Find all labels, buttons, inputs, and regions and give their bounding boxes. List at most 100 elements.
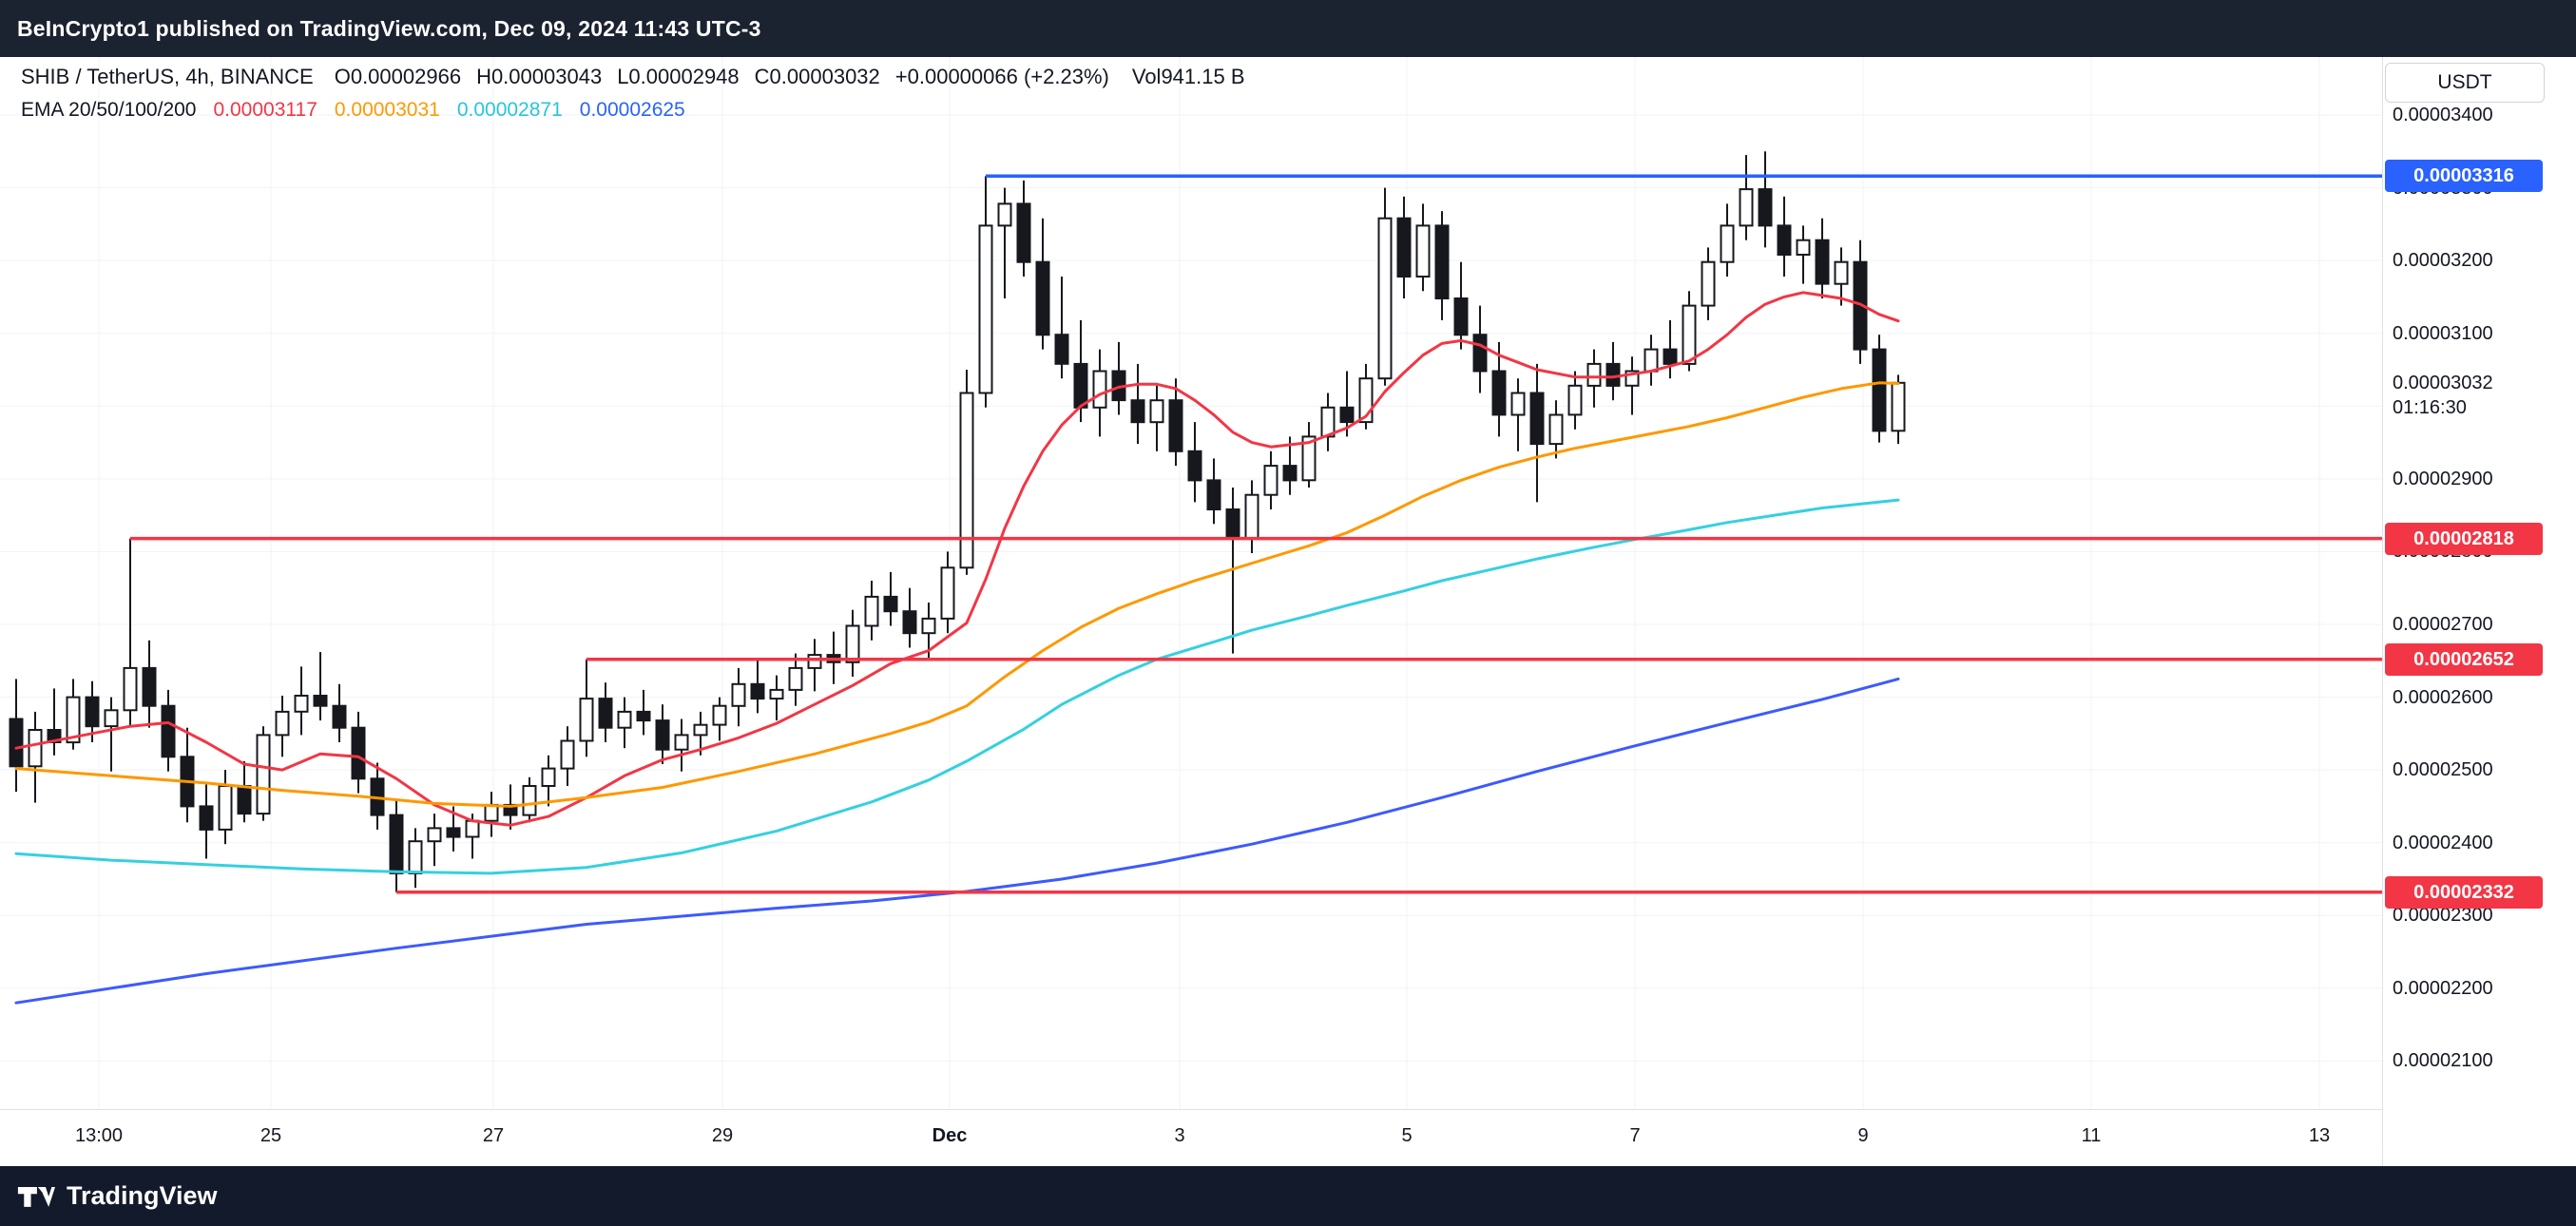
candle-down xyxy=(883,595,898,613)
price-axis[interactable]: USDT 0.000034000.000033000.000032000.000… xyxy=(2382,57,2576,1166)
candle-down xyxy=(1434,224,1450,299)
candle-up xyxy=(617,710,632,729)
candle-down xyxy=(85,696,100,728)
currency-toggle-button[interactable]: USDT xyxy=(2385,63,2545,103)
candle-up xyxy=(28,729,43,768)
low-value: L0.00002948 xyxy=(617,65,740,88)
tradingview-wordmark[interactable]: TradingView xyxy=(67,1181,218,1210)
candle-up xyxy=(1739,188,1754,227)
candle-up xyxy=(218,785,233,831)
candle-up xyxy=(1415,224,1431,278)
price-tick-label: 0.00002300 xyxy=(2393,905,2493,926)
time-axis-label: 25 xyxy=(260,1125,282,1146)
candle-up xyxy=(1149,399,1164,424)
candle-down xyxy=(1282,465,1298,482)
time-axis-label: 27 xyxy=(482,1125,505,1146)
ema-value: 0.00002625 xyxy=(579,99,685,121)
price-level-badge: 0.00003316 xyxy=(2385,160,2543,192)
symbol-title[interactable]: SHIB / TetherUS, 4h, BINANCE xyxy=(21,65,314,88)
candle-down xyxy=(1663,348,1678,365)
candle-down xyxy=(1815,239,1830,285)
high-value: H0.00003043 xyxy=(476,65,603,88)
time-axis-label: Dec xyxy=(932,1125,968,1146)
candle-up xyxy=(1586,362,1602,387)
candle-up xyxy=(978,224,993,394)
candle-down xyxy=(237,785,252,815)
candle-down xyxy=(1054,334,1069,365)
bar-countdown-label: 01:16:30 xyxy=(2393,397,2467,418)
candle-down xyxy=(313,695,328,707)
candle-up xyxy=(1644,348,1659,373)
candle-down xyxy=(902,610,917,635)
candle-up xyxy=(66,696,81,744)
candle-down xyxy=(598,698,613,729)
candle-down xyxy=(1453,297,1469,336)
candle-up xyxy=(275,710,290,737)
candle-down xyxy=(1168,399,1183,452)
time-axis-label: 11 xyxy=(2081,1125,2102,1146)
candle-up xyxy=(788,666,803,691)
price-tick-label: 0.00003400 xyxy=(2393,105,2493,125)
candle-up xyxy=(674,734,689,751)
candle-down xyxy=(1472,334,1488,373)
tradingview-logo-icon[interactable] xyxy=(17,1181,55,1212)
ema-value: 0.00003117 xyxy=(213,99,317,121)
price-tick-label: 0.00002400 xyxy=(2393,833,2493,853)
candle-up xyxy=(123,666,138,712)
symbol-info-row: SHIB / TetherUS, 4h, BINANCE O0.00002966… xyxy=(21,65,1245,99)
candle-up xyxy=(1834,260,1849,285)
candle-down xyxy=(351,726,366,780)
change-value: +0.00000066 (+2.23%) xyxy=(894,65,1109,88)
candle-down xyxy=(1872,348,1887,432)
candle-down xyxy=(1396,217,1412,278)
time-axis-label: 9 xyxy=(1857,1125,1869,1146)
candle-down xyxy=(1758,188,1773,227)
candle-down xyxy=(1206,479,1221,510)
candle-up xyxy=(845,624,860,663)
candle-up xyxy=(1301,435,1317,482)
ema20-line xyxy=(14,291,1900,827)
candle-down xyxy=(636,710,651,722)
chart-area: SHIB / TetherUS, 4h, BINANCE O0.00002966… xyxy=(0,57,2576,1167)
ema-indicator-label[interactable]: EMA 20/50/100/200 xyxy=(21,99,197,121)
attribution-text: BeInCrypto1 published on TradingView.com… xyxy=(17,15,761,41)
candle-up xyxy=(1510,392,1526,416)
candle-down xyxy=(1073,362,1088,409)
candle-down xyxy=(1491,370,1507,416)
time-axis-label: 29 xyxy=(711,1125,734,1146)
candle-up xyxy=(1701,260,1716,307)
candle-up xyxy=(465,819,480,838)
price-level-badge: 0.00002818 xyxy=(2385,523,2543,555)
time-axis-label: 5 xyxy=(1401,1125,1413,1146)
candle-up xyxy=(1891,381,1906,432)
candle-up xyxy=(1720,224,1735,263)
candle-up xyxy=(427,827,442,843)
candle-up xyxy=(579,698,594,742)
candle-up xyxy=(1263,465,1278,496)
candle-up xyxy=(731,682,746,707)
price-tick-label: 0.00002100 xyxy=(2393,1050,2493,1071)
candle-up xyxy=(807,654,822,669)
candle-down xyxy=(1339,406,1355,424)
candle-down xyxy=(1605,362,1621,387)
candle-up xyxy=(769,688,784,700)
time-axis[interactable]: 13:00 25 27 29 Dec 3 5 7 9 11 13 xyxy=(0,1109,2576,1167)
candle-up xyxy=(294,695,309,713)
candle-down xyxy=(1777,224,1792,256)
candle-up xyxy=(1244,493,1259,540)
close-value: C0.00003032 xyxy=(754,65,880,88)
ema-values-group: 0.00003117 0.00003031 0.00002871 0.00002625 xyxy=(213,99,684,122)
candlestick-chart-canvas[interactable] xyxy=(0,57,2382,1109)
ema50-line xyxy=(14,381,1900,808)
candle-down xyxy=(655,719,670,751)
candle-up xyxy=(1796,239,1811,256)
price-tick-label: 0.00002500 xyxy=(2393,759,2493,780)
candle-up xyxy=(541,767,556,787)
time-axis-label: 7 xyxy=(1629,1125,1641,1146)
candle-up xyxy=(522,785,537,816)
candle-down xyxy=(1187,450,1202,482)
chart-legend: SHIB / TetherUS, 4h, BINANCE O0.00002966… xyxy=(21,65,1245,131)
open-value: O0.00002966 xyxy=(334,65,462,88)
candle-down xyxy=(1016,202,1031,263)
